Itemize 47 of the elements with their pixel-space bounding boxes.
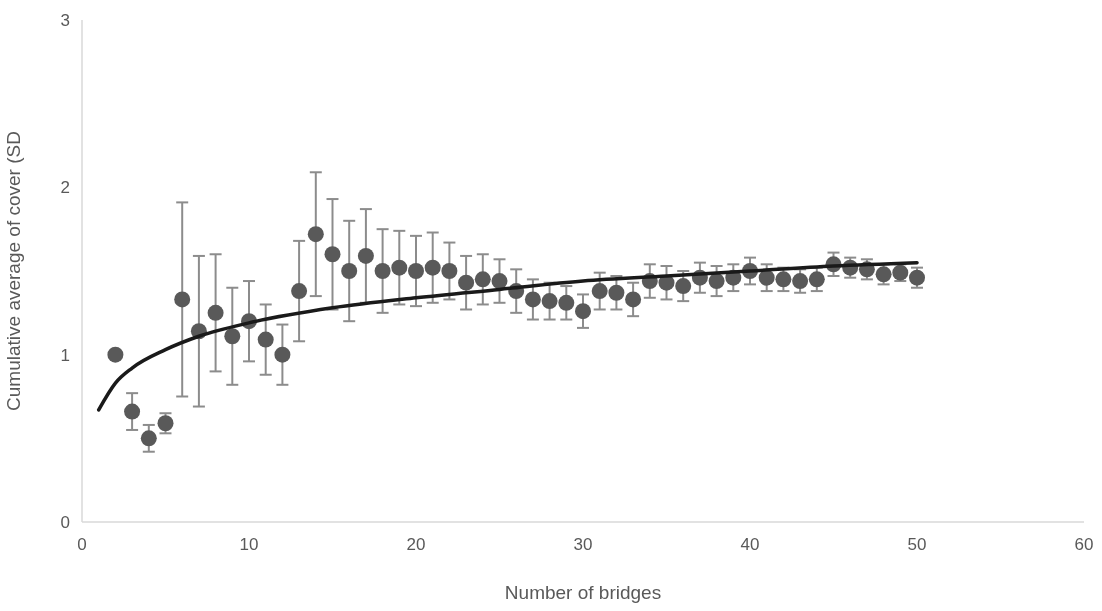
y-axis-title: Cumulative average of cover (SD: [3, 131, 24, 411]
point: [541, 293, 558, 310]
point: [808, 271, 825, 288]
point: [391, 259, 408, 276]
point: [441, 263, 458, 279]
point: [224, 328, 241, 345]
y-tick-label: 2: [60, 178, 70, 198]
y-tick-label: 0: [60, 512, 70, 532]
point: [491, 273, 508, 290]
point: [307, 226, 324, 243]
point: [324, 246, 341, 263]
x-tick-label: 10: [239, 535, 259, 554]
point: [291, 283, 308, 300]
point: [575, 303, 591, 320]
point: [140, 430, 157, 447]
point: [341, 263, 358, 279]
x-tick-label: 60: [1074, 535, 1094, 554]
point: [524, 291, 541, 308]
point: [625, 291, 642, 308]
point: [174, 291, 191, 308]
point: [357, 247, 374, 264]
point: [558, 294, 575, 311]
x-axis-title: Number of bridges: [504, 582, 662, 603]
x-tick-label: 0: [77, 535, 87, 554]
point: [207, 304, 224, 321]
x-tick-label: 30: [573, 535, 593, 554]
point: [107, 346, 124, 363]
point: [374, 263, 391, 279]
x-tick-label: 50: [907, 535, 927, 554]
y-tick-label: 1: [60, 345, 70, 365]
point: [775, 271, 792, 288]
point: [474, 271, 491, 288]
y-tick-label: 3: [60, 10, 70, 30]
x-tick-label: 40: [740, 535, 760, 554]
point: [124, 403, 141, 420]
x-tick-label: 20: [406, 535, 426, 554]
point: [591, 283, 608, 300]
point: [408, 263, 424, 279]
point: [274, 346, 291, 363]
point: [675, 278, 692, 295]
point: [458, 274, 475, 291]
point: [708, 273, 725, 290]
point: [758, 269, 775, 286]
point: [608, 284, 625, 301]
point: [792, 273, 809, 290]
point: [257, 331, 274, 348]
point: [424, 259, 441, 276]
